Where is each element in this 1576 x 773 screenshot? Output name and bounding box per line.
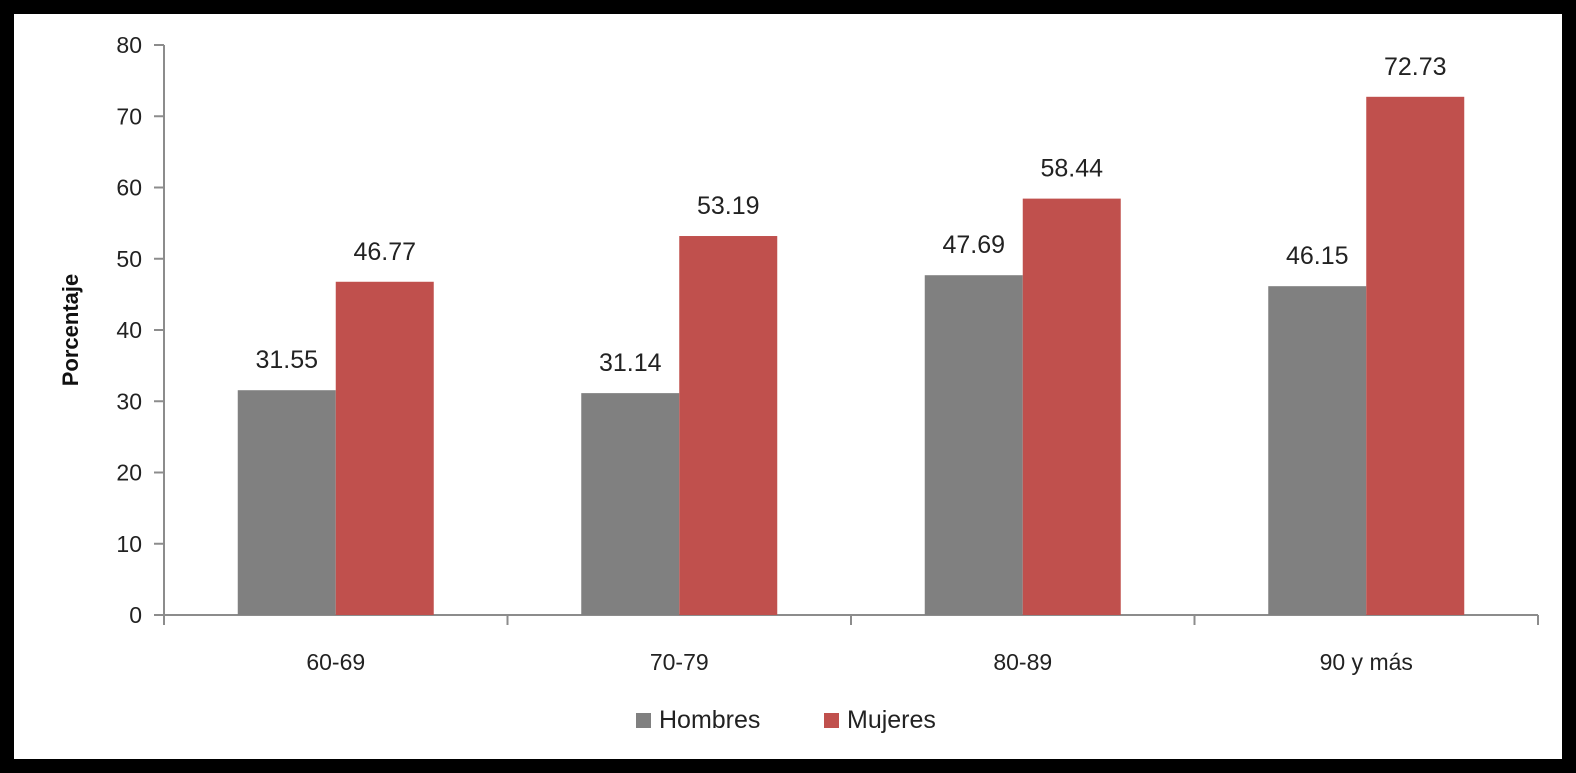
data-label: 31.55 [255,346,318,374]
x-tick-label: 90 y más [1320,649,1413,675]
data-labels: 31.55 46.77 31.14 53.19 47.69 58.44 46.15 72.73 [255,53,1446,377]
data-label: 31.14 [599,349,662,377]
bar-hombres [237,390,336,615]
y-tick-label: 0 [129,602,142,628]
x-tick-label: 80-89 [993,649,1052,675]
x-tick-label: 70-79 [650,649,709,675]
chart-frame: 0 10 20 30 40 50 60 70 80 60-69 70-79 80-89 90 y má… [14,14,1562,759]
bars [237,96,1465,616]
y-tick-label: 30 [116,388,142,414]
y-tick-label: 60 [116,175,142,201]
bar-hombres [1268,286,1367,615]
y-tick-label: 10 [116,531,142,557]
y-tick-label: 20 [116,460,142,486]
data-label: 47.69 [942,231,1005,259]
legend-label-mujeres: Mujeres [847,706,936,734]
bar-mujeres [335,281,434,615]
bar-hombres [581,393,680,615]
legend: Hombres Mujeres [636,706,936,734]
legend-label-hombres: Hombres [659,706,760,734]
data-label: 46.15 [1286,242,1349,270]
y-axis-title: Porcentaje [58,274,83,387]
y-tick-label: 70 [116,103,142,129]
bar-mujeres [679,236,778,616]
data-label: 46.77 [353,238,416,266]
y-tick-label: 40 [116,317,142,343]
data-label: 58.44 [1040,155,1103,183]
x-tick-label: 60-69 [306,649,365,675]
bar-chart: 0 10 20 30 40 50 60 70 80 60-69 70-79 80-89 90 y má… [58,32,1539,734]
data-label: 72.73 [1384,53,1447,81]
legend-swatch-mujeres [824,713,839,728]
bar-mujeres [1366,96,1465,615]
bar-mujeres [1022,198,1121,616]
x-axis: 60-69 70-79 80-89 90 y más [163,614,1539,675]
legend-swatch-hombres [636,713,651,728]
y-tick-label: 80 [116,32,142,58]
y-tick-label: 50 [116,246,142,272]
data-label: 53.19 [697,192,760,220]
y-axis: 0 10 20 30 40 50 60 70 80 [116,32,165,628]
bar-hombres [924,275,1023,615]
